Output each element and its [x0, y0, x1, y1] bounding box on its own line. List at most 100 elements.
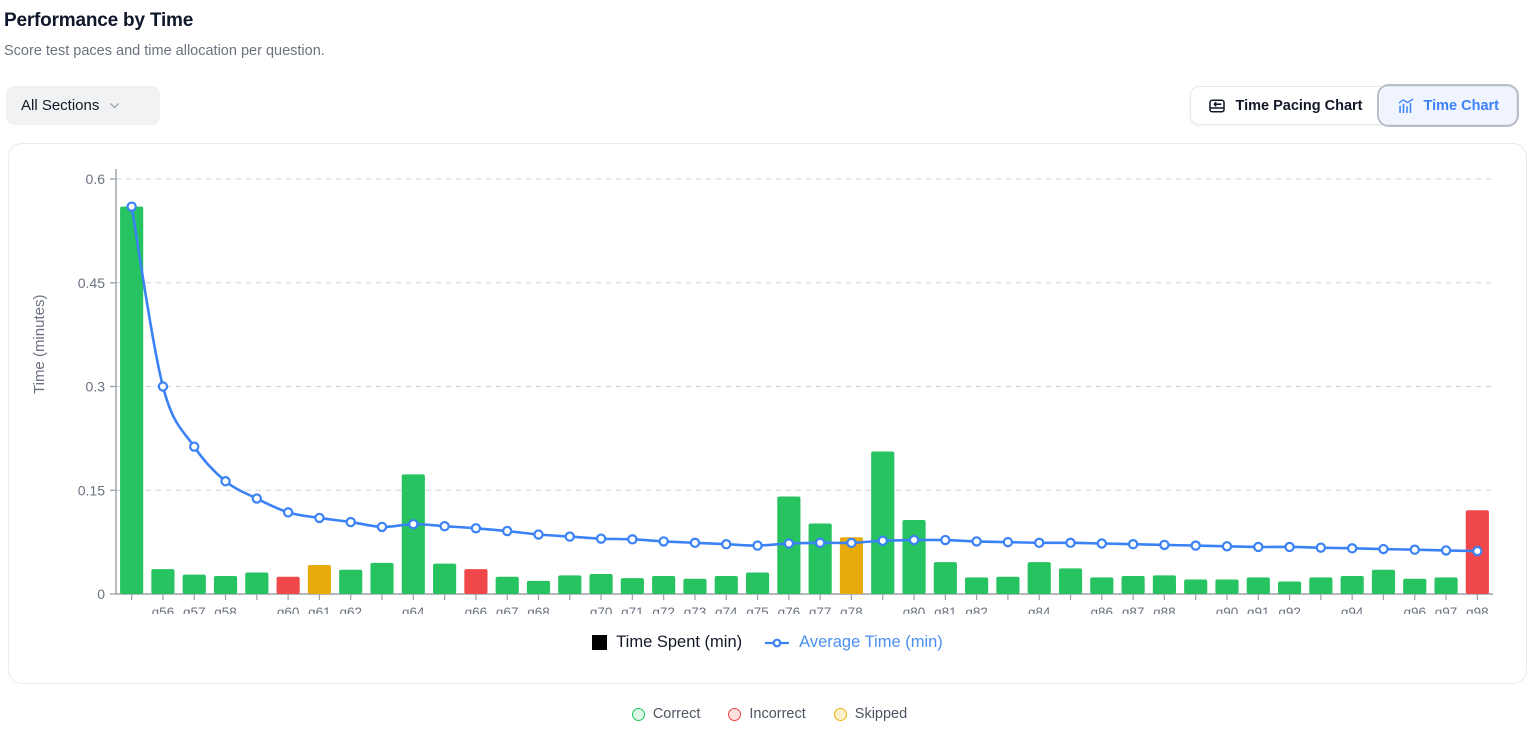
average-point-q82[interactable] [971, 536, 982, 547]
average-point-q94[interactable] [1346, 543, 1358, 554]
bar-q63[interactable] [370, 562, 394, 594]
average-point-q77[interactable] [814, 537, 826, 549]
average-point-q84[interactable] [1034, 537, 1045, 549]
bar-q83[interactable] [996, 576, 1020, 594]
bar-q62[interactable] [339, 569, 363, 594]
average-point-q73[interactable] [689, 537, 701, 549]
average-point-q55[interactable] [126, 201, 137, 212]
bar-q67[interactable] [495, 576, 519, 594]
x-axis-tick-label: q70 [590, 605, 613, 614]
average-point-q63[interactable] [376, 521, 388, 533]
average-point-q93[interactable] [1315, 542, 1327, 553]
bar-q58[interactable] [213, 576, 238, 594]
bar-q74[interactable] [714, 576, 738, 594]
legend-item-average-time[interactable]: Average Time (min) [764, 633, 943, 652]
bar-q79[interactable] [871, 451, 895, 594]
average-point-q74[interactable] [721, 539, 732, 550]
bar-q90[interactable] [1215, 579, 1239, 594]
average-point-q90[interactable] [1221, 541, 1233, 552]
average-point-q81[interactable] [940, 534, 951, 546]
x-axis-tick-label: q73 [684, 605, 707, 614]
average-point-q83[interactable] [1002, 536, 1014, 548]
bar-q69[interactable] [558, 575, 582, 594]
bar-q82[interactable] [965, 577, 989, 594]
average-point-q91[interactable] [1253, 541, 1264, 553]
average-point-q56[interactable] [157, 381, 169, 392]
bar-q89[interactable] [1184, 579, 1208, 594]
section-filter-dropdown[interactable]: All Sections [6, 86, 160, 125]
average-point-q88[interactable] [1159, 539, 1170, 551]
average-point-q57[interactable] [189, 441, 200, 452]
bar-q84[interactable] [1027, 562, 1051, 594]
bar-q77[interactable] [808, 523, 832, 594]
bar-q60[interactable] [276, 576, 300, 594]
average-point-q60[interactable] [282, 507, 294, 518]
bar-q57[interactable] [182, 574, 206, 594]
bar-q93[interactable] [1309, 577, 1333, 594]
chart-plot-area: Time (minutes) 0 0.15 0.3 0.45 0.6 q56 q57 q58 q… [9, 144, 1526, 683]
average-point-q72[interactable] [658, 536, 669, 547]
average-point-q62[interactable] [345, 516, 356, 528]
bar-q94[interactable] [1340, 576, 1364, 594]
bar-q64[interactable] [401, 474, 425, 594]
bar-q56[interactable] [151, 569, 175, 594]
bar-q78[interactable] [839, 537, 864, 594]
average-point-q65[interactable] [439, 521, 450, 532]
average-point-q92[interactable] [1284, 541, 1295, 553]
bar-q59[interactable] [245, 572, 269, 594]
bar-q80[interactable] [902, 519, 926, 594]
average-point-q68[interactable] [533, 529, 544, 540]
average-point-q86[interactable] [1096, 538, 1108, 549]
bar-q66[interactable] [464, 569, 488, 594]
bar-q96[interactable] [1403, 578, 1427, 594]
average-point-q75[interactable] [752, 540, 763, 551]
status-legend-correct[interactable]: Correct [631, 706, 700, 722]
average-point-q95[interactable] [1378, 543, 1389, 555]
bar-q61[interactable] [307, 564, 331, 594]
average-point-q85[interactable] [1065, 537, 1076, 549]
average-point-q69[interactable] [564, 531, 575, 542]
average-point-q76[interactable] [783, 538, 795, 549]
bar-q91[interactable] [1246, 577, 1270, 594]
bar-q88[interactable] [1152, 575, 1176, 594]
time-chart-svg[interactable]: 0 0.15 0.3 0.45 0.6 q56 q57 q58 q60 q61 q62 q64 q66 q… [9, 144, 1528, 614]
bar-q95[interactable] [1371, 569, 1396, 594]
average-point-q64[interactable] [408, 518, 419, 530]
bar-q71[interactable] [620, 578, 644, 594]
status-legend-skipped[interactable]: Skipped [833, 706, 907, 722]
y-axis-tick-label: 0.15 [78, 482, 105, 498]
average-point-q87[interactable] [1127, 539, 1139, 550]
average-point-q67[interactable] [501, 525, 513, 537]
average-point-q58[interactable] [220, 476, 231, 487]
bar-q70[interactable] [589, 573, 613, 594]
bar-q81[interactable] [933, 562, 957, 594]
average-point-q70[interactable] [595, 533, 607, 544]
average-point-q96[interactable] [1409, 544, 1420, 555]
legend-item-time-spent[interactable]: Time Spent (min) [592, 633, 742, 652]
tab-time-pacing-chart[interactable]: Time Pacing Chart [1191, 87, 1379, 124]
bar-q97[interactable] [1434, 577, 1458, 594]
bar-q92[interactable] [1278, 581, 1302, 594]
average-point-q89[interactable] [1190, 540, 1201, 551]
bar-q68[interactable] [526, 580, 551, 594]
tab-time-chart[interactable]: Time Chart [1376, 84, 1520, 127]
bar-q86[interactable] [1090, 577, 1114, 594]
bar-q72[interactable] [652, 576, 676, 594]
average-point-q97[interactable] [1440, 545, 1452, 556]
bar-q85[interactable] [1058, 568, 1083, 594]
average-point-q98[interactable] [1472, 545, 1483, 557]
average-point-q79[interactable] [877, 535, 888, 546]
bar-q65[interactable] [433, 563, 457, 594]
bar-q73[interactable] [683, 578, 707, 594]
average-point-q59[interactable] [251, 493, 263, 504]
bar-q87[interactable] [1121, 576, 1145, 594]
bar-q55[interactable] [120, 206, 144, 594]
average-point-q61[interactable] [314, 512, 325, 524]
status-legend-incorrect[interactable]: Incorrect [728, 706, 806, 722]
average-point-q71[interactable] [627, 534, 638, 545]
average-point-q78[interactable] [846, 537, 857, 549]
average-point-q80[interactable] [908, 534, 920, 546]
average-point-q66[interactable] [470, 523, 482, 534]
average-time-swatch-icon [764, 637, 790, 649]
bar-q75[interactable] [745, 572, 770, 594]
